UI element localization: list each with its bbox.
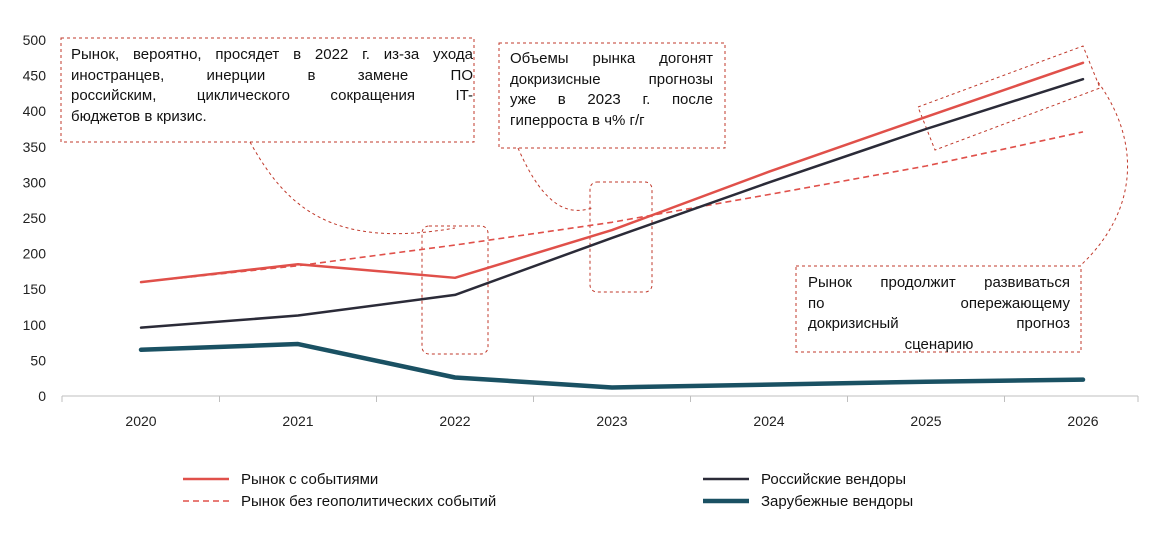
annotation-2022-drop: Рынок, вероятно, просядет в 2022 г. из-з… bbox=[71, 45, 473, 127]
legend-item-foreign-vendors: Зарубежные вендоры bbox=[703, 491, 913, 511]
series-lines bbox=[138, 61, 1086, 390]
series-line-1 bbox=[140, 131, 1084, 283]
y-tick-label: 500 bbox=[23, 32, 47, 48]
x-tick-label: 2024 bbox=[753, 413, 784, 429]
y-tick-label: 50 bbox=[30, 352, 46, 368]
annotation-box-2023-recovery bbox=[498, 42, 726, 149]
legend-swatch bbox=[703, 498, 749, 504]
annotation-line: российским, циклического сокращения IT- bbox=[71, 87, 473, 104]
legend-item-market-no-events: Рынок без геополитических событий bbox=[183, 491, 496, 511]
legend-label: Зарубежные вендоры bbox=[761, 492, 914, 510]
connector-2023 bbox=[517, 147, 593, 211]
legend-label: Рынок без геополитических событий bbox=[241, 492, 497, 510]
annotation-line: бюджетов в кризис. bbox=[71, 107, 207, 125]
legend-item-market-events: Рынок с событиями bbox=[183, 469, 378, 489]
legend-swatch bbox=[183, 477, 229, 481]
connector-2022 bbox=[249, 141, 456, 235]
y-tick-label: 450 bbox=[23, 68, 47, 84]
y-tick-label: 100 bbox=[23, 317, 47, 333]
annotation-box-forecast bbox=[795, 265, 1082, 353]
legend-label: Российские вендоры bbox=[761, 470, 907, 488]
annotation-forecast: Рынок продолжит развиваться по опережающ… bbox=[808, 273, 1070, 355]
annotation-line: иностранцев, инерции в замене ПО bbox=[71, 66, 473, 84]
annotation-line: Рынок, вероятно, просядет в 2022 г. из-з… bbox=[71, 46, 473, 63]
annotation-line: докризисный прогноз bbox=[808, 315, 1070, 332]
y-tick-label: 300 bbox=[23, 174, 47, 190]
annotation-line: уже в 2023 г. после bbox=[510, 91, 713, 108]
x-tick-label: 2020 bbox=[125, 413, 156, 429]
annotation-line: сценарию bbox=[904, 335, 974, 353]
legend-swatch bbox=[183, 500, 229, 502]
annotation-box-2022-drop bbox=[60, 37, 475, 143]
y-tick-label: 350 bbox=[23, 139, 47, 155]
y-tick-label: 0 bbox=[38, 388, 46, 404]
series-line-0 bbox=[139, 61, 1085, 284]
x-tick-label: 2026 bbox=[1067, 413, 1098, 429]
y-axis-tick-labels: 0 50 100 150 200 250 300 350 400 450 500 bbox=[23, 32, 47, 404]
annotation-line: по опережающему bbox=[808, 294, 1070, 312]
annotation-line: Объемы рынка догонят bbox=[510, 50, 713, 67]
connector-forecast bbox=[1079, 81, 1129, 267]
x-tick-label: 2021 bbox=[282, 413, 313, 429]
annotation-line: гиперроста в ч% г/г bbox=[510, 111, 645, 129]
y-tick-label: 250 bbox=[23, 210, 47, 226]
annotation-line: Рынок продолжит развиваться bbox=[808, 274, 1070, 291]
highlight-box-2022 bbox=[421, 225, 489, 355]
x-tick-label: 2023 bbox=[596, 413, 627, 429]
x-tick-label: 2025 bbox=[910, 413, 941, 429]
annotation-line: докризисные прогнозы bbox=[510, 70, 713, 88]
highlight-box-2023 bbox=[589, 181, 653, 293]
y-tick-label: 150 bbox=[23, 281, 47, 297]
x-tick-label: 2022 bbox=[439, 413, 470, 429]
y-tick-label: 400 bbox=[23, 103, 47, 119]
series-line-3 bbox=[138, 341, 1086, 390]
x-axis: 2020 2021 2022 2023 2024 2025 2026 bbox=[61, 395, 1139, 429]
legend-item-russian-vendors: Российские вендоры bbox=[703, 469, 906, 489]
annotation-2023-recovery: Объемы рынка догонят докризисные прогноз… bbox=[510, 49, 713, 131]
legend-swatch bbox=[703, 477, 749, 481]
legend-label: Рынок с событиями bbox=[241, 470, 379, 488]
y-tick-label: 200 bbox=[23, 246, 47, 262]
series-line-2 bbox=[139, 77, 1085, 329]
